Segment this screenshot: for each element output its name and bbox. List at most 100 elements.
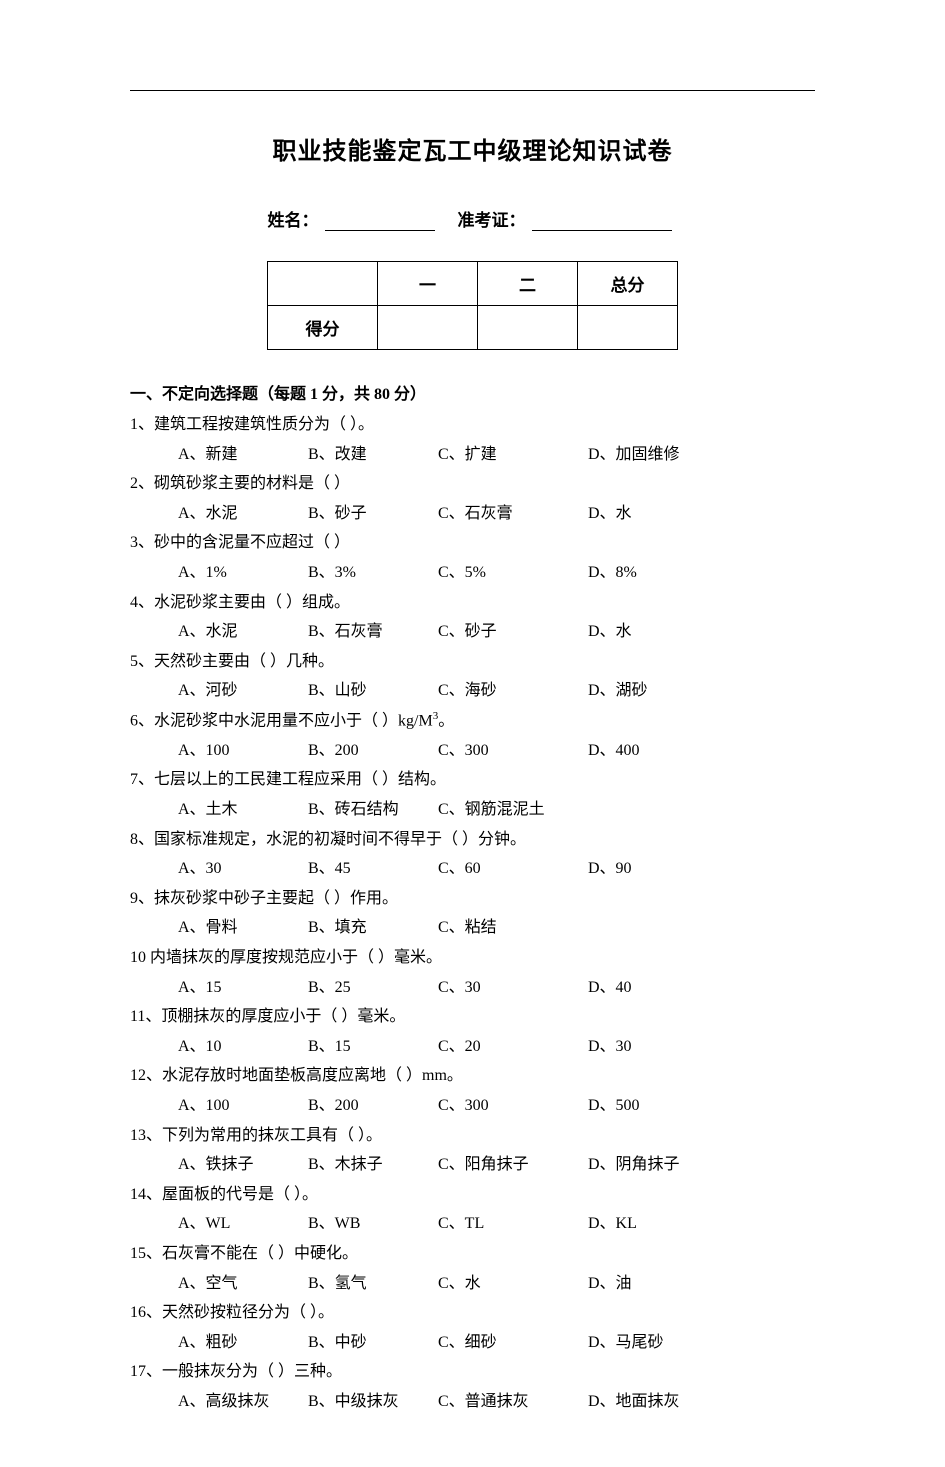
option[interactable]: A、粗砂 bbox=[178, 1328, 308, 1358]
header-two: 二 bbox=[478, 262, 578, 306]
option[interactable]: A、100 bbox=[178, 736, 308, 766]
option[interactable]: D、加固维修 bbox=[588, 440, 718, 470]
question-text: 建筑工程按建筑性质分为（ ）。 bbox=[154, 416, 374, 433]
option[interactable]: D、30 bbox=[588, 1032, 718, 1062]
options-row: A、空气B、氢气C、水D、油 bbox=[130, 1269, 815, 1299]
option[interactable]: C、细砂 bbox=[438, 1328, 588, 1358]
ticket-blank[interactable] bbox=[532, 230, 672, 231]
option[interactable]: A、30 bbox=[178, 854, 308, 884]
question-text: 砂中的含泥量不应超过（ ） bbox=[154, 534, 350, 551]
option[interactable]: B、山砂 bbox=[308, 676, 438, 706]
option[interactable]: C、石灰膏 bbox=[438, 499, 588, 529]
option[interactable]: C、300 bbox=[438, 1091, 588, 1121]
options-row: A、粗砂B、中砂C、细砂D、马尾砂 bbox=[130, 1328, 815, 1358]
option[interactable]: B、200 bbox=[308, 736, 438, 766]
option[interactable]: C、砂子 bbox=[438, 617, 588, 647]
option[interactable]: C、水 bbox=[438, 1269, 588, 1299]
option[interactable]: D、阴角抹子 bbox=[588, 1150, 718, 1180]
ticket-label: 准考证： bbox=[458, 211, 526, 230]
option[interactable]: C、300 bbox=[438, 736, 588, 766]
option[interactable]: D、水 bbox=[588, 499, 718, 529]
question-number: 2、 bbox=[130, 475, 154, 492]
question-text: 石灰膏不能在（ ）中硬化。 bbox=[162, 1245, 358, 1262]
option[interactable]: C、钢筋混泥土 bbox=[438, 795, 588, 825]
option[interactable]: C、阳角抹子 bbox=[438, 1150, 588, 1180]
option[interactable]: C、30 bbox=[438, 973, 588, 1003]
option[interactable]: C、20 bbox=[438, 1032, 588, 1062]
option[interactable]: D、马尾砂 bbox=[588, 1328, 718, 1358]
option[interactable]: B、WB bbox=[308, 1209, 438, 1239]
option[interactable]: D、40 bbox=[588, 973, 718, 1003]
question: 6、水泥砂浆中水泥用量不应小于（ ）kg/M3。 bbox=[130, 706, 815, 736]
option[interactable]: D、500 bbox=[588, 1091, 718, 1121]
question-text: 下列为常用的抹灰工具有（ ）。 bbox=[162, 1127, 382, 1144]
option[interactable]: A、高级抹灰 bbox=[178, 1387, 308, 1417]
question-number: 16、 bbox=[130, 1304, 162, 1321]
option[interactable]: A、1% bbox=[178, 558, 308, 588]
options-row: A、100B、200C、300D、500 bbox=[130, 1091, 815, 1121]
option[interactable]: B、砖石结构 bbox=[308, 795, 438, 825]
exam-title: 职业技能鉴定瓦工中级理论知识试卷 bbox=[130, 131, 815, 166]
options-row: A、骨料B、填充C、粘结 bbox=[130, 913, 815, 943]
table-row: 一 二 总分 bbox=[268, 262, 678, 306]
question-number: 9、 bbox=[130, 890, 154, 907]
option[interactable]: C、60 bbox=[438, 854, 588, 884]
score-cell-1[interactable] bbox=[378, 306, 478, 350]
option[interactable]: A、河砂 bbox=[178, 676, 308, 706]
options-row: A、30B、45C、60D、90 bbox=[130, 854, 815, 884]
option[interactable]: B、中级抹灰 bbox=[308, 1387, 438, 1417]
option[interactable]: C、扩建 bbox=[438, 440, 588, 470]
option[interactable]: C、5% bbox=[438, 558, 588, 588]
option[interactable]: A、100 bbox=[178, 1091, 308, 1121]
option[interactable]: B、木抹子 bbox=[308, 1150, 438, 1180]
option[interactable]: B、改建 bbox=[308, 440, 438, 470]
option[interactable]: D、KL bbox=[588, 1209, 718, 1239]
question-number: 12、 bbox=[130, 1067, 162, 1084]
option[interactable]: D、水 bbox=[588, 617, 718, 647]
option[interactable]: D、油 bbox=[588, 1269, 718, 1299]
option[interactable]: B、45 bbox=[308, 854, 438, 884]
question-number: 4、 bbox=[130, 594, 154, 611]
option[interactable]: A、空气 bbox=[178, 1269, 308, 1299]
option[interactable]: A、骨料 bbox=[178, 913, 308, 943]
options-row: A、水泥B、砂子C、石灰膏D、水 bbox=[130, 499, 815, 529]
option[interactable]: D、地面抹灰 bbox=[588, 1387, 718, 1417]
option[interactable]: B、3% bbox=[308, 558, 438, 588]
option[interactable]: D、400 bbox=[588, 736, 718, 766]
options-row: A、1%B、3%C、5%D、8% bbox=[130, 558, 815, 588]
option[interactable]: C、粘结 bbox=[438, 913, 588, 943]
option[interactable]: D、8% bbox=[588, 558, 718, 588]
option[interactable]: A、WL bbox=[178, 1209, 308, 1239]
option[interactable]: A、15 bbox=[178, 973, 308, 1003]
question: 4、水泥砂浆主要由（ ）组成。 bbox=[130, 588, 815, 618]
score-cell-total[interactable] bbox=[578, 306, 678, 350]
option[interactable]: B、25 bbox=[308, 973, 438, 1003]
option[interactable]: B、填充 bbox=[308, 913, 438, 943]
option[interactable]: A、铁抹子 bbox=[178, 1150, 308, 1180]
option[interactable]: A、新建 bbox=[178, 440, 308, 470]
score-cell-2[interactable] bbox=[478, 306, 578, 350]
name-blank[interactable] bbox=[325, 230, 435, 231]
option[interactable]: C、普通抹灰 bbox=[438, 1387, 588, 1417]
option[interactable]: C、海砂 bbox=[438, 676, 588, 706]
option[interactable]: A、土木 bbox=[178, 795, 308, 825]
option[interactable]: C、TL bbox=[438, 1209, 588, 1239]
option[interactable]: B、砂子 bbox=[308, 499, 438, 529]
question-number: 7、 bbox=[130, 771, 154, 788]
question-number: 17、 bbox=[130, 1363, 162, 1380]
question-text: 抹灰砂浆中砂子主要起（ ）作用。 bbox=[154, 890, 398, 907]
option[interactable]: B、15 bbox=[308, 1032, 438, 1062]
option[interactable]: B、石灰膏 bbox=[308, 617, 438, 647]
option[interactable]: B、氢气 bbox=[308, 1269, 438, 1299]
section-header: 一、不定向选择题（每题 1 分，共 80 分） bbox=[130, 380, 815, 404]
table-row: 得分 bbox=[268, 306, 678, 350]
options-row: A、河砂B、山砂C、海砂D、湖砂 bbox=[130, 676, 815, 706]
question-number: 15、 bbox=[130, 1245, 162, 1262]
option[interactable]: D、湖砂 bbox=[588, 676, 718, 706]
option[interactable]: A、水泥 bbox=[178, 499, 308, 529]
option[interactable]: A、水泥 bbox=[178, 617, 308, 647]
option[interactable]: B、200 bbox=[308, 1091, 438, 1121]
option[interactable]: A、10 bbox=[178, 1032, 308, 1062]
option[interactable]: B、中砂 bbox=[308, 1328, 438, 1358]
option[interactable]: D、90 bbox=[588, 854, 718, 884]
